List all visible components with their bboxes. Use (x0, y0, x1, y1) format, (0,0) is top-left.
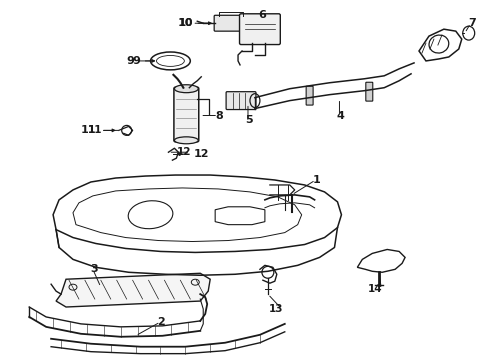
Polygon shape (56, 273, 210, 307)
Text: 11: 11 (88, 125, 102, 135)
Ellipse shape (174, 137, 198, 144)
Text: 10: 10 (178, 18, 193, 28)
FancyBboxPatch shape (214, 15, 248, 31)
Text: 5: 5 (245, 116, 253, 126)
Text: 12: 12 (177, 147, 192, 157)
Text: 13: 13 (269, 304, 283, 314)
Text: 10: 10 (179, 18, 194, 28)
Text: 14: 14 (368, 284, 383, 294)
Text: 2: 2 (158, 317, 165, 327)
FancyBboxPatch shape (366, 82, 373, 101)
Text: 4: 4 (337, 111, 344, 121)
Text: 7: 7 (468, 18, 476, 28)
Ellipse shape (174, 85, 198, 93)
Text: 9: 9 (127, 56, 135, 66)
Text: 3: 3 (90, 264, 98, 274)
Text: 12: 12 (194, 149, 209, 159)
Text: 8: 8 (215, 111, 223, 121)
FancyBboxPatch shape (306, 86, 313, 105)
Text: 9: 9 (133, 56, 141, 66)
FancyBboxPatch shape (174, 87, 199, 142)
FancyBboxPatch shape (240, 14, 280, 45)
Text: 1: 1 (313, 175, 320, 185)
FancyBboxPatch shape (226, 92, 256, 109)
Text: 6: 6 (258, 10, 266, 20)
Text: 11: 11 (81, 125, 97, 135)
